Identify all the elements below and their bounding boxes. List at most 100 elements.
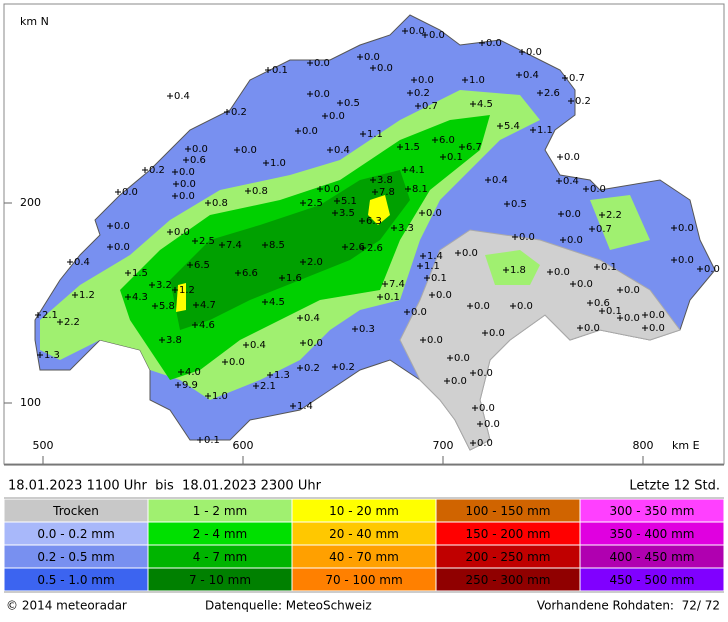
station-value: 0.1 — [431, 273, 447, 284]
station-marker — [504, 201, 510, 207]
station-value: 0.1 — [601, 262, 617, 273]
station-marker — [175, 382, 181, 388]
station-marker — [397, 144, 403, 150]
station-marker — [72, 292, 78, 298]
station-value: 1.3 — [274, 370, 290, 381]
station-value: 2.5 — [307, 198, 323, 209]
station-marker — [547, 269, 553, 275]
legend-swatch — [579, 567, 725, 592]
station-marker — [300, 200, 306, 206]
station-value: 0.3 — [359, 324, 375, 335]
station-value: 0.1 — [606, 306, 622, 317]
legend-label: 0.0 - 0.2 mm — [37, 527, 114, 541]
station-value: 8.1 — [412, 184, 428, 195]
station-marker — [447, 355, 453, 361]
station-marker — [472, 405, 478, 411]
station-value: 2.0 — [307, 257, 323, 268]
station-value: 0.0 — [427, 335, 443, 346]
station-value: 1.0 — [212, 391, 228, 402]
station-marker — [192, 238, 198, 244]
station-value: 1.1 — [367, 129, 383, 140]
rain-area-strong — [368, 195, 390, 225]
station-marker — [197, 437, 203, 443]
station-marker — [510, 303, 516, 309]
station-value: 1.5 — [132, 268, 148, 279]
station-value: 0.0 — [179, 167, 195, 178]
station-marker — [617, 287, 623, 293]
station-marker — [300, 259, 306, 265]
station-marker — [415, 103, 421, 109]
station-value: 5.1 — [341, 196, 357, 207]
station-value: 1.1 — [537, 125, 553, 136]
station-value: 0.0 — [564, 152, 580, 163]
station-value: 1.2 — [79, 290, 95, 301]
station-marker — [332, 364, 338, 370]
station-value: 0.0 — [192, 144, 208, 155]
station-marker — [391, 225, 397, 231]
station-marker — [262, 299, 268, 305]
station-value: 3.2 — [156, 280, 172, 291]
station-marker — [402, 167, 408, 173]
station-value: 2.6 — [544, 88, 560, 99]
station-value: 0.4 — [563, 176, 579, 187]
station-value: 0.0 — [114, 242, 130, 253]
station-marker — [332, 210, 338, 216]
station-marker — [516, 72, 522, 78]
x-tick-label: 700 — [433, 439, 454, 452]
rain-area-light — [590, 195, 650, 250]
station-marker — [359, 218, 365, 224]
station-value: 0.0 — [329, 111, 345, 122]
station-value: 0.6 — [190, 155, 206, 166]
station-marker — [424, 275, 430, 281]
station-value: 0.0 — [179, 191, 195, 202]
station-value: 0.0 — [411, 307, 427, 318]
station-marker — [444, 378, 450, 384]
station-marker — [235, 270, 241, 276]
station-value: 0.0 — [526, 47, 542, 58]
station-marker — [57, 319, 63, 325]
station-marker — [352, 326, 358, 332]
x-axis-label: km E — [672, 439, 700, 452]
station-value: 0.2 — [231, 107, 247, 118]
station-marker — [152, 303, 158, 309]
station-value: 0.0 — [364, 52, 380, 63]
station-value: 0.4 — [74, 257, 90, 268]
legend-label: Trocken — [52, 504, 99, 518]
station-value: 1.1 — [424, 261, 440, 272]
station-marker — [599, 308, 605, 314]
station-value: 6.7 — [466, 142, 482, 153]
station-value: 0.4 — [492, 175, 508, 186]
station-value: 0.0 — [302, 126, 318, 137]
station-marker — [512, 234, 518, 240]
station-marker — [265, 67, 271, 73]
station-marker — [530, 127, 536, 133]
station-value: 0.5 — [511, 199, 527, 210]
rain-area-light — [485, 250, 540, 285]
station-value: 0.0 — [314, 89, 330, 100]
station-value: 1.8 — [510, 265, 526, 276]
station-value: 0.0 — [554, 267, 570, 278]
station-value: 9.9 — [182, 380, 198, 391]
station-marker — [556, 178, 562, 184]
station-marker — [599, 212, 605, 218]
station-marker — [205, 393, 211, 399]
station-value: 0.4 — [250, 340, 266, 351]
station-marker — [557, 154, 563, 160]
station-value: 6.3 — [366, 216, 382, 227]
station-value: 4.5 — [477, 99, 493, 110]
station-marker — [407, 90, 413, 96]
station-value: 0.4 — [334, 145, 350, 156]
station-marker — [37, 352, 43, 358]
legend-label: 10 - 20 mm — [329, 504, 399, 518]
station-marker — [327, 147, 333, 153]
station-marker — [167, 93, 173, 99]
station-marker — [459, 144, 465, 150]
station-marker — [192, 322, 198, 328]
station-marker — [482, 330, 488, 336]
station-value: 0.0 — [624, 285, 640, 296]
station-value: 0.0 — [678, 223, 694, 234]
station-value: 2.1 — [260, 381, 276, 392]
station-value: 0.8 — [212, 198, 228, 209]
copyright: © 2014 meteoradar — [6, 599, 127, 613]
